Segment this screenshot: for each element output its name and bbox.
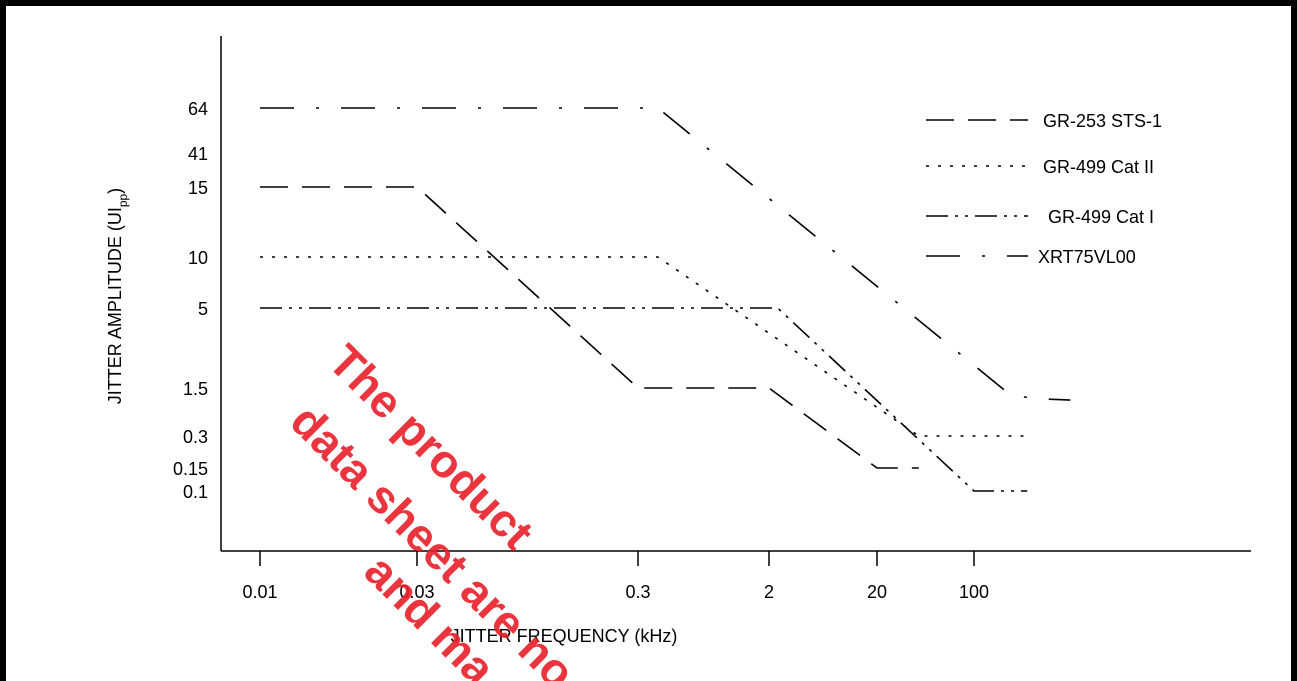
y-axis-title-subscript: pp bbox=[116, 193, 130, 207]
series-line-2 bbox=[260, 256, 1028, 437]
y-tick-label: 0.15 bbox=[173, 459, 208, 479]
x-tick-label: 2 bbox=[764, 582, 774, 602]
y-axis-title: JITTER AMPLITUDE (UIpp) bbox=[105, 188, 130, 404]
x-axis-title: JITTER FREQUENCY (kHz) bbox=[451, 626, 678, 646]
y-tick-label: 0.3 bbox=[183, 427, 208, 447]
watermark: The product data sheet are no and ma bbox=[281, 334, 585, 681]
y-tick-label: 10 bbox=[188, 248, 208, 268]
x-tick-label: 20 bbox=[867, 582, 887, 602]
y-tick-label: 0.1 bbox=[183, 482, 208, 502]
jitter-tolerance-chart: 0.01 0.03 0.3 2 20 100 64 41 15 10 5 1.5 0.3 0.15 0.1… bbox=[105, 36, 1251, 681]
legend-label-4: XRT75VL00 bbox=[1038, 247, 1136, 267]
x-tick-label: 0.01 bbox=[242, 582, 277, 602]
y-tick-label: 1.5 bbox=[183, 379, 208, 399]
legend-label-3: GR-499 Cat I bbox=[1048, 207, 1154, 227]
series-line-4 bbox=[260, 107, 1071, 401]
series-line-3 bbox=[260, 307, 1028, 492]
legend-label-2: GR-499 Cat II bbox=[1043, 157, 1154, 177]
x-tick-label: 100 bbox=[959, 582, 989, 602]
x-tick-label: 0.03 bbox=[399, 582, 434, 602]
y-tick-label: 41 bbox=[188, 144, 208, 164]
legend-label-1: GR-253 STS-1 bbox=[1043, 111, 1162, 131]
y-tick-label: 15 bbox=[188, 178, 208, 198]
x-tick-label: 0.3 bbox=[625, 582, 650, 602]
y-tick-label: 64 bbox=[188, 99, 208, 119]
y-tick-label: 5 bbox=[198, 299, 208, 319]
series-line-1 bbox=[260, 186, 919, 469]
